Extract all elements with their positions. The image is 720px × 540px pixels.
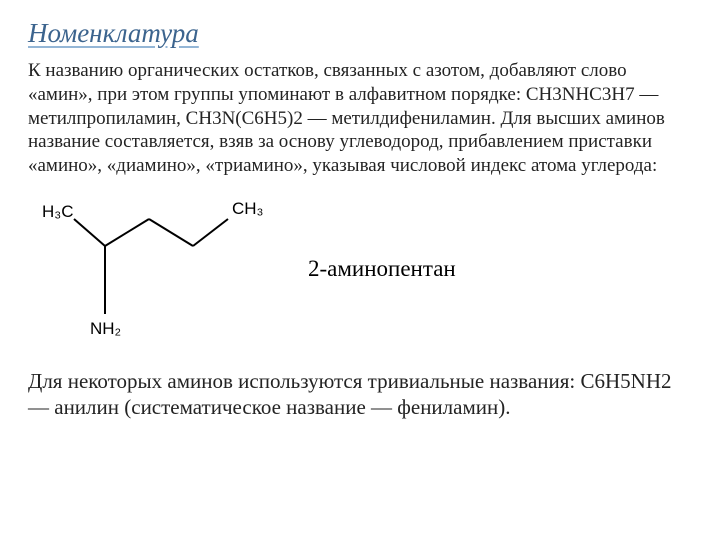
left-methyl-label: H₃C: [42, 202, 73, 221]
right-methyl-label: CH₃: [232, 199, 263, 218]
nomenclature-paragraph: К названию органических остатков, связан…: [28, 59, 692, 178]
structure-caption: 2-аминопентан: [308, 256, 456, 282]
chemical-structure: H₃C CH₃ NH₂: [28, 184, 268, 354]
structure-row: H₃C CH₃ NH₂ 2-аминопентан: [28, 184, 692, 354]
trivial-names-paragraph: Для некоторых аминов используются тривиа…: [28, 368, 692, 421]
molecule-svg: H₃C CH₃ NH₂: [28, 184, 268, 354]
amino-label: NH₂: [90, 319, 121, 338]
slide-title: Номенклатура: [28, 18, 692, 49]
backbone-lines: [74, 219, 228, 314]
